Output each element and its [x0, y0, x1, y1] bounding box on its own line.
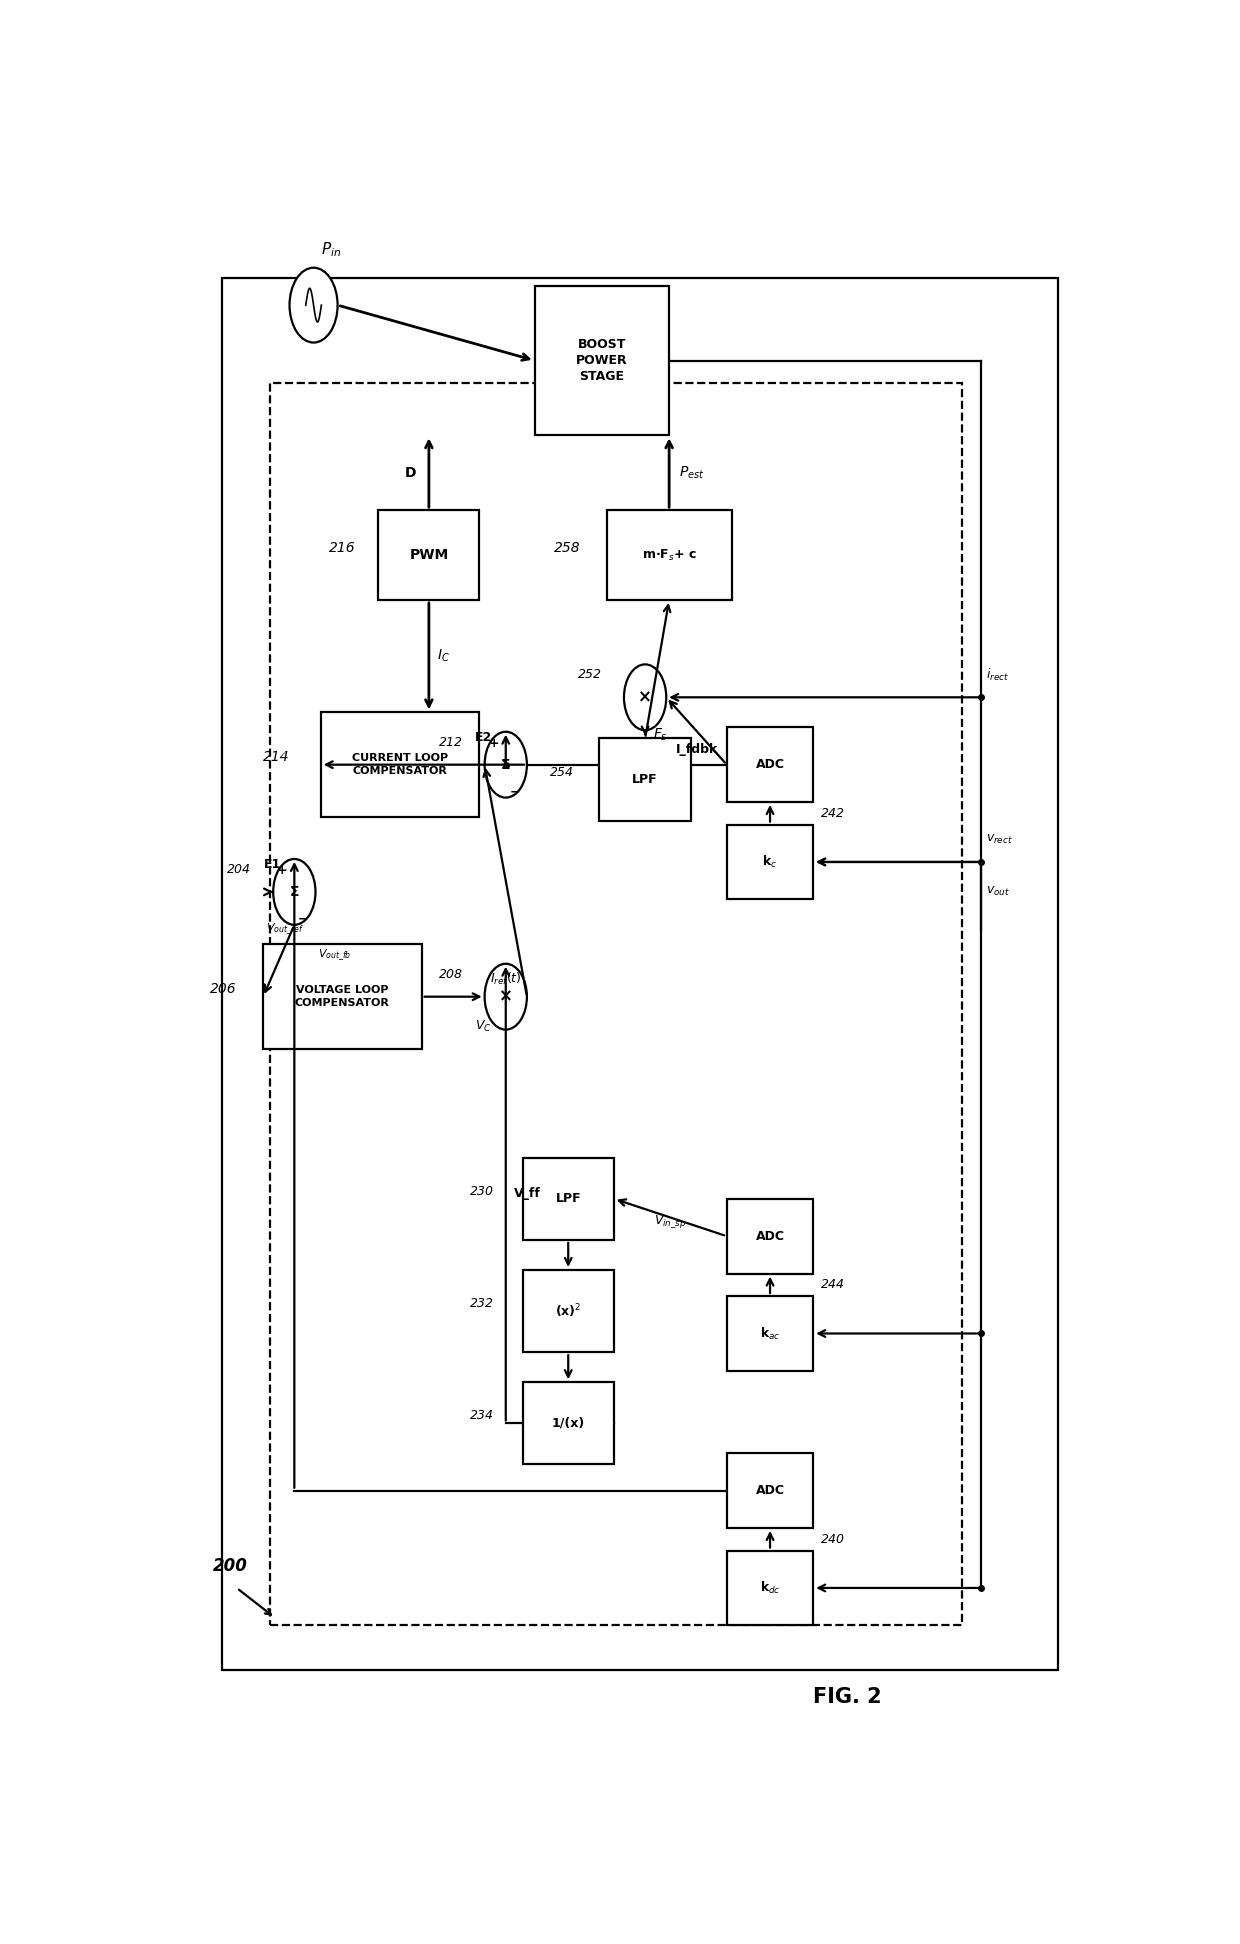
Text: 214: 214 — [263, 750, 290, 764]
Text: 242: 242 — [821, 807, 844, 820]
Text: D: D — [404, 467, 417, 480]
Text: k$_{dc}$: k$_{dc}$ — [760, 1580, 780, 1596]
Text: $v_{out}$: $v_{out}$ — [986, 885, 1011, 898]
Text: 240: 240 — [821, 1532, 844, 1545]
FancyBboxPatch shape — [321, 712, 480, 816]
Text: I_fdbk: I_fdbk — [676, 743, 718, 756]
Text: LPF: LPF — [632, 774, 658, 785]
Text: $v_{rect}$: $v_{rect}$ — [986, 832, 1013, 846]
FancyBboxPatch shape — [727, 824, 813, 900]
Text: ADC: ADC — [755, 1483, 785, 1497]
Text: 254: 254 — [549, 766, 573, 780]
Text: $i_{rect}$: $i_{rect}$ — [986, 667, 1009, 682]
Text: $F_s$: $F_s$ — [652, 727, 667, 743]
Circle shape — [289, 268, 337, 342]
FancyBboxPatch shape — [263, 945, 422, 1050]
Text: ×: × — [639, 688, 652, 706]
Text: 258: 258 — [554, 540, 580, 554]
Text: ADC: ADC — [755, 758, 785, 772]
Text: PWM: PWM — [409, 548, 449, 562]
Text: 252: 252 — [578, 669, 601, 680]
Text: LPF: LPF — [556, 1192, 582, 1205]
FancyBboxPatch shape — [522, 1382, 614, 1464]
Text: E1: E1 — [264, 859, 280, 871]
Text: (x)$^2$: (x)$^2$ — [556, 1302, 582, 1320]
Text: BOOST
POWER
STAGE: BOOST POWER STAGE — [577, 338, 627, 383]
Text: Σ: Σ — [290, 885, 299, 898]
Text: 208: 208 — [439, 968, 463, 980]
Text: +: + — [489, 737, 498, 750]
Text: 230: 230 — [470, 1184, 494, 1198]
FancyBboxPatch shape — [606, 509, 732, 601]
FancyBboxPatch shape — [727, 1551, 813, 1625]
Text: FIG. 2: FIG. 2 — [812, 1687, 882, 1707]
Text: $V_{in\_sp}$: $V_{in\_sp}$ — [653, 1213, 687, 1231]
Circle shape — [485, 731, 527, 797]
Text: $I_{ref}(t)$: $I_{ref}(t)$ — [490, 970, 522, 988]
Text: VOLTAGE LOOP
COMPENSATOR: VOLTAGE LOOP COMPENSATOR — [295, 986, 389, 1007]
FancyBboxPatch shape — [727, 727, 813, 803]
FancyBboxPatch shape — [599, 739, 691, 820]
Text: $V_{out\_ref}$: $V_{out\_ref}$ — [265, 921, 304, 937]
FancyBboxPatch shape — [378, 509, 480, 601]
Text: $V_{out\_fb}$: $V_{out\_fb}$ — [319, 947, 352, 962]
Text: $I_C$: $I_C$ — [436, 647, 449, 665]
Text: $P_{in}$: $P_{in}$ — [321, 241, 341, 259]
Text: 212: 212 — [439, 735, 463, 748]
Text: CURRENT LOOP
COMPENSATOR: CURRENT LOOP COMPENSATOR — [352, 754, 448, 776]
Text: 244: 244 — [821, 1279, 844, 1291]
Text: 1/(x): 1/(x) — [552, 1417, 585, 1429]
Text: 234: 234 — [470, 1409, 494, 1423]
Text: 204: 204 — [227, 863, 250, 877]
FancyBboxPatch shape — [522, 1269, 614, 1353]
Text: ADC: ADC — [755, 1231, 785, 1242]
FancyBboxPatch shape — [522, 1157, 614, 1240]
Circle shape — [485, 964, 527, 1030]
Text: Σ: Σ — [501, 758, 511, 772]
FancyBboxPatch shape — [727, 1454, 813, 1528]
Text: 206: 206 — [211, 982, 237, 995]
Text: −: − — [298, 912, 309, 925]
Text: E2: E2 — [475, 731, 492, 745]
Text: m·F$_s$+ c: m·F$_s$+ c — [642, 548, 697, 562]
Text: 216: 216 — [329, 540, 355, 554]
Text: k$_c$: k$_c$ — [763, 853, 777, 871]
Text: $V_C$: $V_C$ — [475, 1019, 491, 1034]
Text: +: + — [277, 865, 288, 877]
FancyBboxPatch shape — [534, 286, 670, 435]
Text: k$_{ac}$: k$_{ac}$ — [760, 1326, 780, 1341]
Text: 200: 200 — [213, 1557, 248, 1575]
Text: 232: 232 — [470, 1297, 494, 1310]
FancyBboxPatch shape — [727, 1297, 813, 1371]
Circle shape — [273, 859, 315, 925]
Text: −: − — [510, 785, 520, 799]
Text: V_ff: V_ff — [513, 1188, 541, 1199]
FancyBboxPatch shape — [727, 1199, 813, 1273]
Text: $P_{est}$: $P_{est}$ — [678, 465, 704, 480]
Text: ×: × — [498, 988, 512, 1005]
Circle shape — [624, 665, 666, 731]
